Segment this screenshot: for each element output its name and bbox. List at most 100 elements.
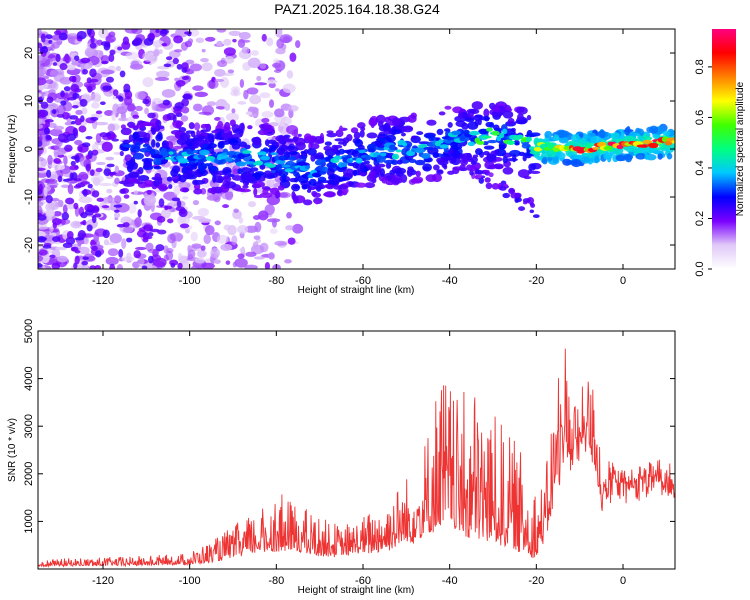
spectrogram-cell [182, 196, 188, 199]
spectrogram-cell [256, 76, 261, 81]
y-tick-label: 10 [23, 95, 35, 107]
spectrogram-cell [287, 70, 294, 79]
spectrogram-cell [348, 181, 353, 185]
spectrogram-cell [516, 107, 528, 115]
spectrogram-cell [114, 204, 123, 207]
spectrogram-cell [182, 94, 192, 99]
spectrogram-cell [47, 182, 59, 187]
spectrogram-cell [178, 253, 182, 260]
spectrogram-cell [458, 112, 463, 118]
spectrogram-cell [216, 41, 223, 47]
spectrogram-cell [338, 184, 349, 189]
spectrogram-cell [139, 148, 151, 153]
spectrogram-cell [57, 114, 65, 118]
spectrogram-cell [133, 37, 142, 45]
spectrogram-cell [154, 166, 162, 170]
spectrogram-cell [192, 150, 198, 153]
spectrogram-cell [579, 133, 583, 137]
spectrogram-cell [503, 156, 508, 163]
spectrogram-cell [156, 71, 170, 78]
spectrogram-cell [649, 126, 658, 134]
spectrogram-cell [265, 204, 275, 215]
spectrogram-cell [75, 110, 82, 115]
spectrogram-cell [444, 106, 451, 110]
spectrogram-cell [326, 162, 337, 168]
colorbar-bar [712, 29, 736, 269]
spectrogram-cell [172, 146, 182, 149]
spectrogram-cell [291, 130, 297, 137]
spectrogram-cell [71, 172, 77, 180]
spectrogram-cell [468, 142, 475, 147]
spectrogram-cell [63, 155, 68, 165]
spectrogram-cell [523, 198, 531, 203]
spectrogram-cell [293, 137, 299, 142]
spectrogram-cell [108, 172, 117, 175]
spectrogram-cell [240, 79, 244, 88]
y-tick-label: 3000 [23, 414, 35, 438]
spectrogram-cell [270, 145, 278, 149]
spectrogram-cell [193, 200, 199, 205]
spectrogram-cell [330, 175, 336, 180]
y-tick-label: -10 [23, 189, 35, 205]
spectrogram-cell [293, 171, 299, 176]
spectrogram-cell [242, 150, 252, 154]
spectrogram-cell [213, 175, 224, 183]
spectrogram-cell [267, 218, 280, 222]
spectrogram-cell [245, 252, 256, 257]
spectrogram-cell [57, 151, 66, 155]
spectrogram-cell [189, 122, 195, 129]
spectrogram-cell [82, 256, 88, 260]
spectrogram-cell [243, 90, 248, 100]
spectrogram-cell [255, 82, 267, 85]
spectrogram-cell [239, 32, 251, 39]
spectrogram-cell [533, 214, 540, 218]
spectrogram-cell [69, 165, 78, 170]
snr-y-label: SNR (10 * v/v) [7, 418, 18, 482]
spectrogram-cell [147, 113, 156, 119]
spectrogram-cell [125, 26, 138, 34]
colorbar-tick-label: 0.4 [694, 160, 706, 175]
spectrogram-cell [36, 157, 44, 162]
spectrogram-cell [224, 126, 231, 130]
spectrogram-cell [121, 41, 130, 50]
spectrogram-cell [507, 140, 515, 145]
spectrogram-cell [499, 144, 506, 150]
spectrogram-cell [73, 203, 78, 210]
spectrogram-cell [366, 132, 377, 138]
spectrogram-cell [160, 29, 168, 34]
colorbar-label: Normalized spectral amplitude [735, 81, 746, 216]
colorbar-ticks: 0.00.20.40.60.8 [694, 59, 712, 276]
spectrogram-cell [309, 179, 317, 187]
spectrogram-cell [298, 134, 302, 137]
spectrogram-cell [452, 166, 462, 170]
spectrogram-cell [248, 201, 256, 207]
spectrogram-cell [411, 136, 417, 140]
spectrogram-cell [260, 127, 269, 130]
spectrogram-cell [91, 93, 102, 103]
spectrogram-cell [54, 144, 61, 150]
spectrogram-cell [55, 54, 60, 62]
spectrogram-cell [143, 224, 153, 231]
spectrogram-panel: -120 -100 -80 -60 -40 -20 0 -20-1001020 Height… [7, 26, 679, 296]
spectrogram-cell [499, 186, 506, 190]
spectrogram-cell [53, 62, 58, 66]
spectrogram-cell [305, 165, 310, 169]
spectrogram-cell [255, 161, 263, 166]
spectrogram-cell [415, 148, 425, 153]
spectrogram-cell [242, 47, 250, 54]
spectrogram-cell [343, 168, 354, 177]
spectrogram-cell [392, 117, 400, 126]
spectrogram-cell [462, 157, 467, 164]
spectrogram-cell [144, 180, 153, 186]
spectrogram-cell [289, 52, 296, 62]
spectrogram-cell [62, 212, 69, 220]
spectrogram-cell [156, 142, 160, 148]
spectrogram-cell [439, 144, 448, 148]
spectrogram-cell [266, 37, 273, 46]
spectrogram-cell [392, 154, 399, 160]
spectrogram-cell [423, 147, 434, 150]
spectrogram-cell [42, 46, 47, 49]
spectrogram-cell [173, 58, 179, 64]
spectrogram-cell [39, 184, 43, 193]
spectrogram-cell [167, 218, 173, 223]
